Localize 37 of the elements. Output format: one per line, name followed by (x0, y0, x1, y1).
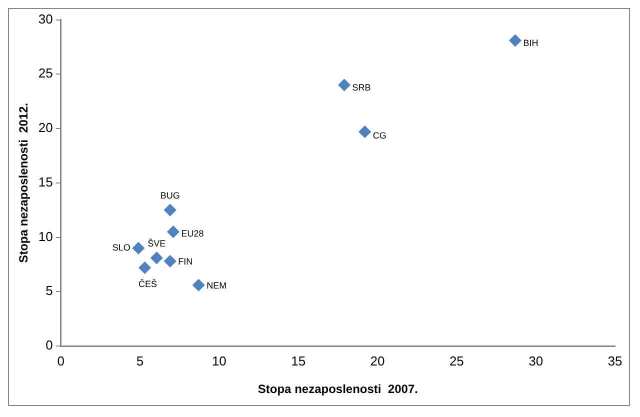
annotation: BUG (160, 190, 180, 201)
point (137, 260, 152, 276)
point (357, 124, 372, 140)
annotation: EU28 (181, 228, 204, 238)
point (166, 224, 181, 240)
x-tick-label: 30 (528, 353, 544, 368)
annotation: ČEŠ (138, 279, 158, 290)
point (191, 278, 206, 293)
point (336, 78, 352, 93)
annotation: BIH (523, 38, 538, 48)
point (149, 250, 164, 266)
point (130, 240, 146, 256)
annotation: NEM (206, 280, 227, 291)
y-tick-label: 30 (38, 11, 53, 26)
x-tick-label: 15 (291, 353, 306, 368)
x-tick-label: 35 (608, 353, 622, 368)
x-tick-label: 5 (136, 353, 144, 368)
annotation: ŠVE (148, 238, 166, 248)
y-axis-title: Stopa nezaposlenosti 2012. (16, 102, 31, 263)
y-tick-label: 10 (38, 228, 53, 244)
x-tick-label: 10 (212, 353, 226, 368)
annotation: FIN (178, 256, 193, 267)
annotation: SLO (112, 242, 130, 253)
point (508, 32, 523, 48)
x-tick-label: 0 (57, 353, 64, 368)
annotation: CG (372, 130, 386, 140)
x-axis-title: Stopa nezaposlenosti 2007. (258, 382, 418, 396)
x-tick-label: 25 (449, 353, 464, 368)
y-tick-label: 0 (46, 338, 53, 353)
annotation: SRB (352, 82, 371, 93)
y-tick-label: 25 (38, 66, 53, 81)
y-tick-label: 15 (38, 174, 53, 190)
y-tick-label: 5 (46, 283, 53, 298)
x-tick-label: 20 (370, 353, 385, 368)
y-tick-label: 20 (38, 120, 53, 136)
point (162, 254, 178, 269)
point (162, 202, 178, 218)
